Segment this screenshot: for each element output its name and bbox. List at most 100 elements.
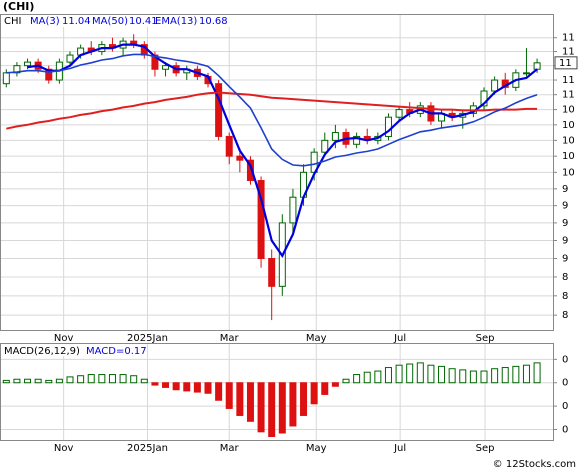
macd-bar	[34, 378, 42, 384]
y-tick-label: 11	[562, 47, 575, 58]
macd-bar	[87, 374, 95, 384]
candle-body	[225, 135, 233, 157]
macd-bar	[406, 363, 414, 384]
x-tick-label: Jul	[393, 443, 406, 454]
legend-symbol: CHI	[4, 16, 21, 27]
macd-bar	[183, 382, 191, 392]
macd-bar	[310, 382, 318, 405]
ma-line	[27, 43, 538, 258]
y-tick-label: 11	[562, 75, 575, 86]
macd-bar	[300, 382, 308, 416]
y-tick-label: 9	[562, 184, 568, 195]
candle-body	[331, 132, 339, 141]
macd-frame	[0, 343, 554, 441]
macd-panel	[1, 343, 553, 440]
macd-value: MACD=0.17	[86, 346, 147, 357]
candle-body	[289, 196, 297, 224]
macd-bar	[215, 382, 223, 401]
x-tick-label: Mar	[220, 333, 240, 344]
macd-bar	[162, 382, 170, 388]
candle-body	[353, 135, 361, 145]
macd-bar	[55, 378, 63, 384]
legend-value: 11.04	[62, 16, 91, 27]
macd-bar	[140, 378, 148, 384]
macd-bar	[480, 370, 488, 384]
legend-box	[1, 15, 253, 27]
x-tick-label: Sep	[476, 333, 495, 344]
candle-body	[268, 258, 276, 287]
candle-body	[533, 62, 541, 70]
candle-body	[215, 83, 223, 137]
macd-bar	[257, 382, 265, 433]
candle-body	[2, 72, 10, 85]
candle-body	[522, 72, 530, 75]
y-tick-label: 10	[562, 135, 575, 146]
candle-body	[480, 90, 488, 107]
macd-bar	[512, 365, 520, 384]
macd-bar	[77, 375, 85, 384]
ma-line	[6, 91, 538, 130]
chart-title: (CHI)	[3, 0, 34, 13]
y-tick-label: 8	[562, 310, 568, 321]
macd-bar	[353, 374, 361, 384]
macd-bar	[130, 375, 138, 384]
candle-body	[395, 109, 403, 118]
x-tick-label: Nov	[54, 443, 74, 454]
candle-body	[321, 139, 329, 153]
ma-line	[6, 53, 538, 167]
macd-bar	[363, 371, 371, 384]
x-tick-label: Mar	[220, 443, 240, 454]
macd-bar	[66, 376, 74, 384]
legend-label: MA(50)	[92, 16, 128, 27]
macd-bar	[395, 364, 403, 384]
y-tick-label: 9	[562, 218, 568, 229]
y-tick-label: 10	[562, 120, 575, 131]
y-tick-label: 9	[562, 254, 568, 265]
macd-bar	[374, 370, 382, 384]
y-tick-label: 0	[562, 354, 568, 365]
price-panel	[1, 14, 553, 330]
y-tick-label: 0	[562, 401, 568, 412]
y-tick-label: 8	[562, 272, 568, 283]
macd-bar	[533, 362, 541, 384]
macd-bar	[427, 364, 435, 384]
macd-bar	[331, 382, 339, 387]
x-tick-label: 2025Jan	[127, 443, 168, 454]
macd-bar	[501, 367, 509, 384]
macd-bar	[522, 364, 530, 384]
candle-body	[24, 61, 32, 67]
candle-body	[246, 159, 254, 182]
macd-bar	[236, 382, 244, 416]
y-tick-label: 8	[562, 291, 568, 302]
macd-bar	[246, 382, 254, 422]
last-price-label: 11	[559, 58, 572, 69]
macd-bar	[119, 374, 127, 384]
y-tick-label: 0	[562, 378, 568, 389]
x-tick-label: Jul	[393, 333, 406, 344]
macd-bar	[45, 379, 53, 384]
macd-label: MACD(26,12,9)	[4, 346, 80, 357]
macd-bar	[289, 382, 297, 427]
macd-bar	[204, 382, 212, 394]
macd-bar	[172, 382, 180, 391]
legend-label: MA(3)	[30, 16, 60, 27]
y-tick-label: 9	[562, 235, 568, 246]
y-tick-label: 10	[562, 167, 575, 178]
candle-body	[236, 155, 244, 161]
legend-value: 10.68	[199, 16, 228, 27]
candle-body	[45, 68, 53, 81]
x-tick-label: 2025Jan	[127, 333, 168, 344]
macd-bar	[225, 382, 233, 409]
candle-body	[162, 65, 170, 70]
x-tick-label: Sep	[476, 443, 495, 454]
y-tick-label: 11	[562, 90, 575, 101]
last-price-box	[554, 56, 578, 70]
candle-body	[66, 54, 74, 63]
macd-bar	[2, 379, 10, 384]
y-tick-label: 9	[562, 201, 568, 212]
macd-bar	[98, 374, 106, 384]
macd-bar	[151, 382, 159, 386]
macd-bar	[24, 378, 32, 384]
macd-bar	[469, 370, 477, 384]
